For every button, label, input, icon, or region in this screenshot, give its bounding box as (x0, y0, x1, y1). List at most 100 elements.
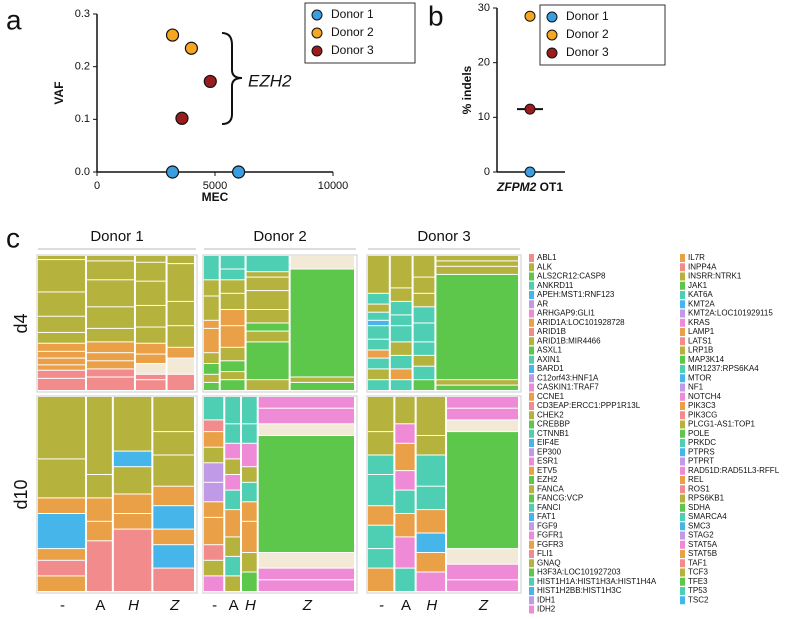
mosaic-segment (220, 380, 245, 390)
condition-label: A (95, 597, 105, 614)
legend-label: IDH2 (537, 605, 556, 614)
legend-swatch (680, 346, 685, 355)
mosaic-segment (38, 378, 85, 390)
mosaic-segment (242, 424, 257, 443)
legend-label: CTNNB1 (537, 429, 570, 438)
legend-swatch (529, 355, 534, 364)
legend-label: ESR1 (537, 457, 558, 466)
point (165, 165, 180, 179)
legend-label: EP300 (537, 447, 562, 456)
mosaic-segment (416, 510, 446, 533)
mosaic-segment (167, 374, 194, 390)
legend-swatch (680, 254, 685, 262)
legend-label: Donor 1 (566, 9, 609, 23)
mosaic-segment (447, 420, 518, 432)
legend-swatch (529, 522, 534, 531)
mosaic-segment (368, 475, 394, 506)
row-label: d10 (11, 479, 31, 509)
legend-label: TCF3 (688, 568, 709, 577)
condition-label: - (212, 597, 217, 614)
mosaic-segment (204, 364, 219, 374)
legend-swatch (529, 596, 534, 605)
donor-label: Donor 3 (417, 228, 470, 245)
legend-label: LATS1 (688, 336, 712, 345)
mosaic-segment (413, 323, 435, 342)
mosaic-segment (38, 498, 85, 513)
legend-label: FLI1 (537, 549, 554, 558)
mosaic-segment (38, 560, 85, 576)
mosaic-segment (220, 280, 245, 293)
x-axis-title-gene: ZFPM2 (496, 180, 537, 194)
legend-label: KAT6A (688, 290, 713, 299)
legend-swatch (680, 328, 685, 336)
legend-label: PIK3C3 (688, 401, 716, 410)
legend-swatch (680, 494, 685, 503)
legend-marker (311, 27, 323, 39)
legend-label: FGF9 (537, 521, 558, 530)
legend-label: RPS6KB1 (688, 494, 725, 503)
mosaic-segment (167, 358, 194, 374)
mosaic-segment (220, 293, 245, 309)
legend-label: STAT5B (688, 549, 717, 558)
legend-swatch (529, 392, 534, 401)
mosaic-column (225, 397, 240, 591)
mosaic-segment (167, 326, 194, 347)
legend-label: KRAS (688, 318, 710, 327)
legend-swatch (529, 318, 534, 327)
mosaic-segment (86, 498, 112, 521)
mosaic-segment (395, 471, 415, 490)
mosaic-segment (204, 382, 219, 390)
mosaic-segment (86, 397, 112, 474)
mosaic-segment (225, 556, 240, 576)
mosaic-segment (246, 380, 289, 390)
mosaic-column (220, 256, 245, 390)
legend-swatch (680, 587, 685, 595)
mosaic-segment (113, 529, 152, 591)
legend-label: PRKDC (688, 438, 716, 447)
mosaic-segment (242, 443, 257, 467)
y-tick-label: 10 (478, 111, 490, 123)
mosaic-segment (167, 347, 194, 358)
mosaic-column (86, 397, 112, 591)
legend-swatch (529, 494, 534, 503)
mosaic-segment (368, 380, 389, 390)
panel-label: c (6, 222, 20, 253)
mosaic-segment (447, 564, 518, 580)
legend-swatch (529, 374, 534, 383)
legend-label: ABL1 (537, 253, 557, 262)
mosaic-segment (390, 256, 412, 288)
legend-label: TSC2 (688, 595, 709, 604)
mosaic-segment (368, 506, 394, 525)
mosaic-column (135, 256, 166, 390)
y-tick-label: 0.3 (75, 8, 90, 20)
point (524, 10, 536, 22)
mosaic-segment (38, 358, 85, 365)
y-tick-label: 0.2 (75, 61, 90, 73)
legend-swatch (529, 513, 534, 521)
mosaic-segment (368, 358, 389, 369)
legend-marker (546, 47, 558, 59)
legend-swatch (529, 420, 534, 429)
mosaic-segment (258, 408, 354, 424)
mosaic-segment (86, 280, 134, 307)
legend-marker (546, 11, 558, 23)
mosaic-segment (413, 256, 435, 277)
mosaic-segment (416, 533, 446, 552)
mosaic-segment (436, 266, 518, 274)
row-label: d4 (11, 313, 31, 333)
mosaic-column (204, 256, 219, 390)
mosaic-segment (390, 301, 412, 315)
mosaic-segment (135, 364, 166, 374)
mosaic-segment (395, 397, 415, 424)
legend-label: PIK3CG (688, 410, 717, 419)
mosaic-segment (242, 553, 257, 572)
mosaic-segment (38, 459, 85, 498)
mosaic-segment (368, 397, 394, 432)
mosaic-segment (416, 397, 446, 435)
mosaic-segment (204, 463, 224, 482)
condition-label: A (401, 597, 411, 614)
legend-label: KMT2A:LOC101929115 (688, 309, 773, 318)
mosaic-segment (86, 353, 134, 361)
legend-label: KMT2A (688, 299, 715, 308)
legend-label: GNAQ (537, 558, 561, 567)
